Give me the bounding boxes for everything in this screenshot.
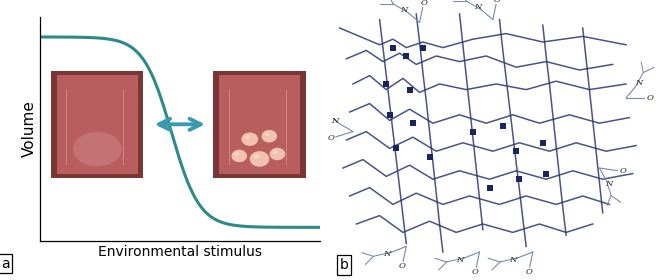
Text: N: N [383, 250, 390, 258]
Text: N: N [635, 79, 642, 87]
Circle shape [234, 152, 239, 156]
Y-axis label: Volume: Volume [22, 100, 37, 157]
Circle shape [250, 151, 269, 167]
Text: O: O [619, 167, 626, 176]
Text: b: b [340, 258, 348, 272]
Text: O: O [399, 262, 406, 270]
Bar [51, 71, 143, 178]
Text: N: N [400, 6, 408, 13]
Circle shape [254, 154, 260, 159]
Bar [213, 71, 306, 178]
X-axis label: Environmental stimulus: Environmental stimulus [98, 245, 262, 259]
Bar [57, 75, 138, 174]
Text: N: N [456, 256, 464, 264]
Circle shape [231, 150, 247, 162]
Text: O: O [327, 134, 334, 143]
Circle shape [245, 135, 250, 139]
Text: N: N [474, 3, 482, 11]
Text: O: O [494, 0, 500, 4]
Bar [219, 75, 300, 174]
Text: O: O [646, 94, 653, 102]
Circle shape [241, 132, 258, 146]
Circle shape [264, 132, 269, 136]
Text: O: O [420, 0, 427, 7]
Circle shape [272, 150, 278, 154]
Circle shape [270, 148, 285, 160]
Circle shape [262, 130, 277, 143]
Text: a: a [1, 257, 9, 271]
Text: N: N [332, 117, 339, 125]
Text: N: N [605, 181, 612, 188]
Text: O: O [472, 268, 479, 276]
Ellipse shape [73, 132, 122, 166]
Text: O: O [525, 268, 532, 276]
Text: N: N [509, 256, 517, 264]
